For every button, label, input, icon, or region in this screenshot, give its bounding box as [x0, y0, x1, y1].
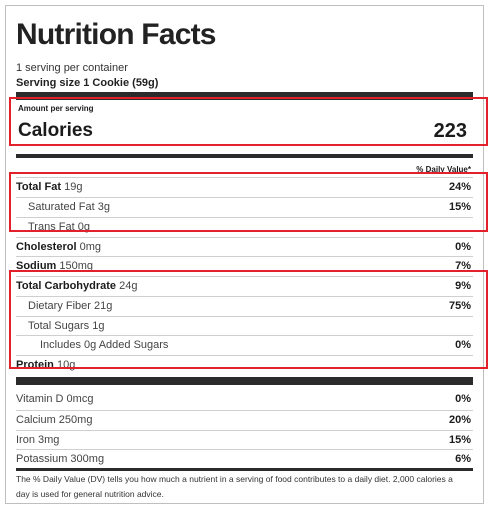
vitamin-dv: 0%	[455, 393, 471, 405]
vitamin-amount: 250mg	[58, 414, 93, 426]
calories-label: Calories	[18, 120, 93, 141]
serving-size: Serving size 1 Cookie (59g)	[16, 77, 159, 89]
nutrient-name: Total Fat	[16, 181, 62, 193]
nutrient-name: Saturated Fat	[28, 201, 95, 213]
vitamin-name: Iron	[16, 434, 35, 446]
nutrient-row-cholesterol: Cholesterol 0mg 0%	[16, 237, 473, 257]
label-title: Nutrition Facts	[16, 18, 216, 51]
highlight-box-carbs-protein	[9, 270, 488, 369]
daily-value-header: % Daily Value*	[416, 165, 471, 174]
nutrient-row-total-fat: Total Fat 19g 24%	[16, 177, 473, 197]
nutrient-amount: 24g	[119, 280, 138, 292]
highlight-box-calories	[9, 97, 488, 146]
nutrient-dv: 24%	[448, 181, 471, 193]
vitamin-amount: 3mg	[38, 434, 60, 446]
nutrient-row-added-sugars: Includes 0g Added Sugars 0%	[16, 335, 473, 355]
servings-per-container: 1 serving per container	[16, 62, 128, 74]
vitamin-row-iron: Iron 3mg 15%	[16, 430, 473, 450]
nutrient-amount: 150mg	[59, 260, 94, 272]
vitamin-name: Vitamin D	[16, 393, 64, 405]
vitamin-dv: 15%	[448, 434, 471, 446]
highlight-box-fats	[9, 172, 488, 232]
nutrient-name: Total Sugars	[28, 320, 90, 332]
nutrient-row-sodium: Sodium 150mg 7%	[16, 256, 473, 276]
nutrient-amount: 3g	[97, 201, 110, 213]
nutrient-amount: 0mg	[79, 241, 101, 253]
divider-thick	[16, 377, 473, 385]
nutrient-row-saturated-fat: Saturated Fat 3g 15%	[16, 197, 473, 217]
vitamin-name: Potassium	[16, 453, 68, 465]
nutrient-name: Dietary Fiber	[28, 300, 91, 312]
nutrient-name: Includes 0g Added Sugars	[40, 339, 169, 351]
divider-thick	[16, 92, 473, 100]
nutrient-row-total-carbohydrate: Total Carbohydrate 24g 9%	[16, 276, 473, 296]
nutrient-dv: 75%	[448, 300, 471, 312]
vitamin-amount: 0mcg	[66, 393, 94, 405]
nutrient-name: Cholesterol	[16, 241, 77, 253]
vitamin-row-calcium: Calcium 250mg 20%	[16, 410, 473, 430]
nutrient-dv: 0%	[455, 241, 471, 253]
nutrient-amount: 19g	[64, 181, 83, 193]
vitamin-row-vitamin-d: Vitamin D 0mcg 0%	[16, 390, 473, 409]
divider-medium	[16, 154, 473, 158]
daily-value-footnote: The % Daily Value (DV) tells you how muc…	[16, 474, 453, 499]
nutrient-row-dietary-fiber: Dietary Fiber 21g 75%	[16, 296, 473, 316]
vitamin-dv: 6%	[455, 453, 471, 465]
amount-per-serving: Amount per serving	[18, 104, 94, 113]
nutrient-dv: 9%	[455, 280, 471, 292]
nutrient-row-total-sugars: Total Sugars 1g	[16, 316, 473, 336]
calories-value: 223	[433, 120, 467, 142]
nutrition-label: Nutrition Facts 1 serving per container …	[5, 5, 484, 504]
nutrient-amount: 1g	[92, 320, 105, 332]
nutrient-dv: 15%	[448, 201, 471, 213]
nutrient-amount: 21g	[94, 300, 113, 312]
vitamin-row-potassium: Potassium 300mg 6%	[16, 449, 473, 469]
vitamin-amount: 300mg	[70, 453, 105, 465]
nutrient-name: Sodium	[16, 260, 57, 272]
nutrient-dv: 7%	[455, 260, 471, 272]
vitamin-name: Calcium	[16, 414, 56, 426]
nutrient-name: Total Carbohydrate	[16, 280, 117, 292]
vitamin-dv: 20%	[448, 414, 471, 426]
nutrient-dv: 0%	[455, 339, 471, 351]
divider-medium	[16, 468, 473, 471]
